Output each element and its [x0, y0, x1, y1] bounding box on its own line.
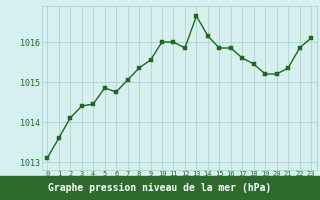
- Text: Graphe pression niveau de la mer (hPa): Graphe pression niveau de la mer (hPa): [48, 183, 272, 193]
